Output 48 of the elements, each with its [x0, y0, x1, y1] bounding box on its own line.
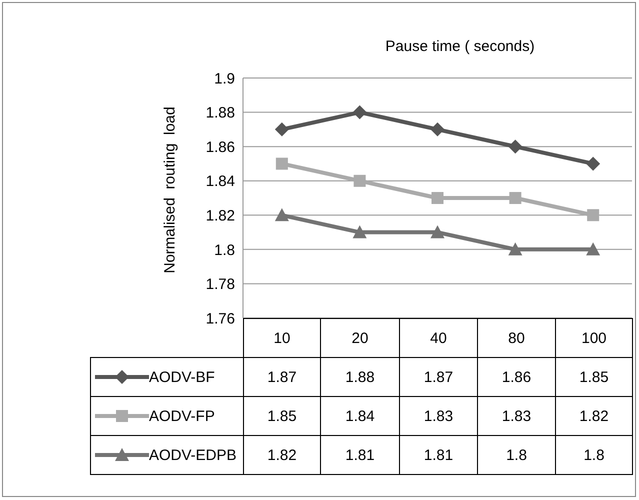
y-tick-label: 1.9	[214, 70, 235, 88]
point	[586, 156, 600, 171]
point	[509, 192, 522, 204]
point	[586, 242, 600, 256]
x-tick-label: 20	[320, 318, 400, 358]
point	[276, 158, 288, 170]
point	[508, 242, 522, 256]
data-label: 1.87	[399, 357, 478, 397]
data-label: 1.84	[320, 396, 400, 436]
legend-label: AODV-FP	[149, 408, 215, 424]
x-axis-title: Pause time ( seconds)	[384, 38, 536, 55]
data-label: 1.8	[477, 435, 556, 475]
y-tick-label: 1.78	[206, 276, 235, 294]
data-label: 1.83	[477, 396, 556, 436]
legend-label: AODV-EDPB	[149, 446, 237, 464]
data-label: 1.85	[243, 396, 321, 436]
data-label: 1.86	[477, 357, 556, 397]
point	[430, 122, 444, 136]
point	[430, 225, 444, 238]
y-axis-title: Normalised routing load	[162, 106, 178, 274]
data-label: 1.81	[399, 435, 478, 475]
y-tick-label: 1.82	[206, 207, 235, 224]
data-label: 1.82	[243, 435, 321, 475]
x-tick-label: 10	[243, 318, 321, 358]
x-tick-label: 100	[555, 318, 633, 358]
y-tick-label: 1.84	[206, 173, 235, 190]
y-tick-label: 1.88	[206, 104, 235, 122]
point	[352, 105, 367, 120]
data-label: 1.82	[555, 396, 633, 436]
legend-label: AODV-BF	[149, 368, 215, 386]
data-label: 1.8	[555, 435, 633, 475]
point	[432, 192, 444, 204]
y-tick-label: 1.76	[206, 310, 235, 328]
x-tick-label: 40	[399, 318, 478, 358]
point	[274, 208, 289, 222]
data-label: 1.81	[320, 435, 400, 475]
y-tick-label: 1.8	[214, 242, 235, 259]
point	[508, 140, 522, 154]
data-label: 1.88	[320, 357, 400, 397]
data-label: 1.87	[243, 357, 321, 397]
x-tick-label: 80	[477, 318, 556, 358]
point	[587, 209, 600, 222]
data-label: 1.83	[399, 396, 478, 436]
y-tick-label: 1.86	[206, 138, 235, 156]
point	[352, 225, 367, 238]
data-label: 1.85	[555, 357, 633, 397]
point	[274, 122, 289, 136]
point	[354, 174, 366, 187]
